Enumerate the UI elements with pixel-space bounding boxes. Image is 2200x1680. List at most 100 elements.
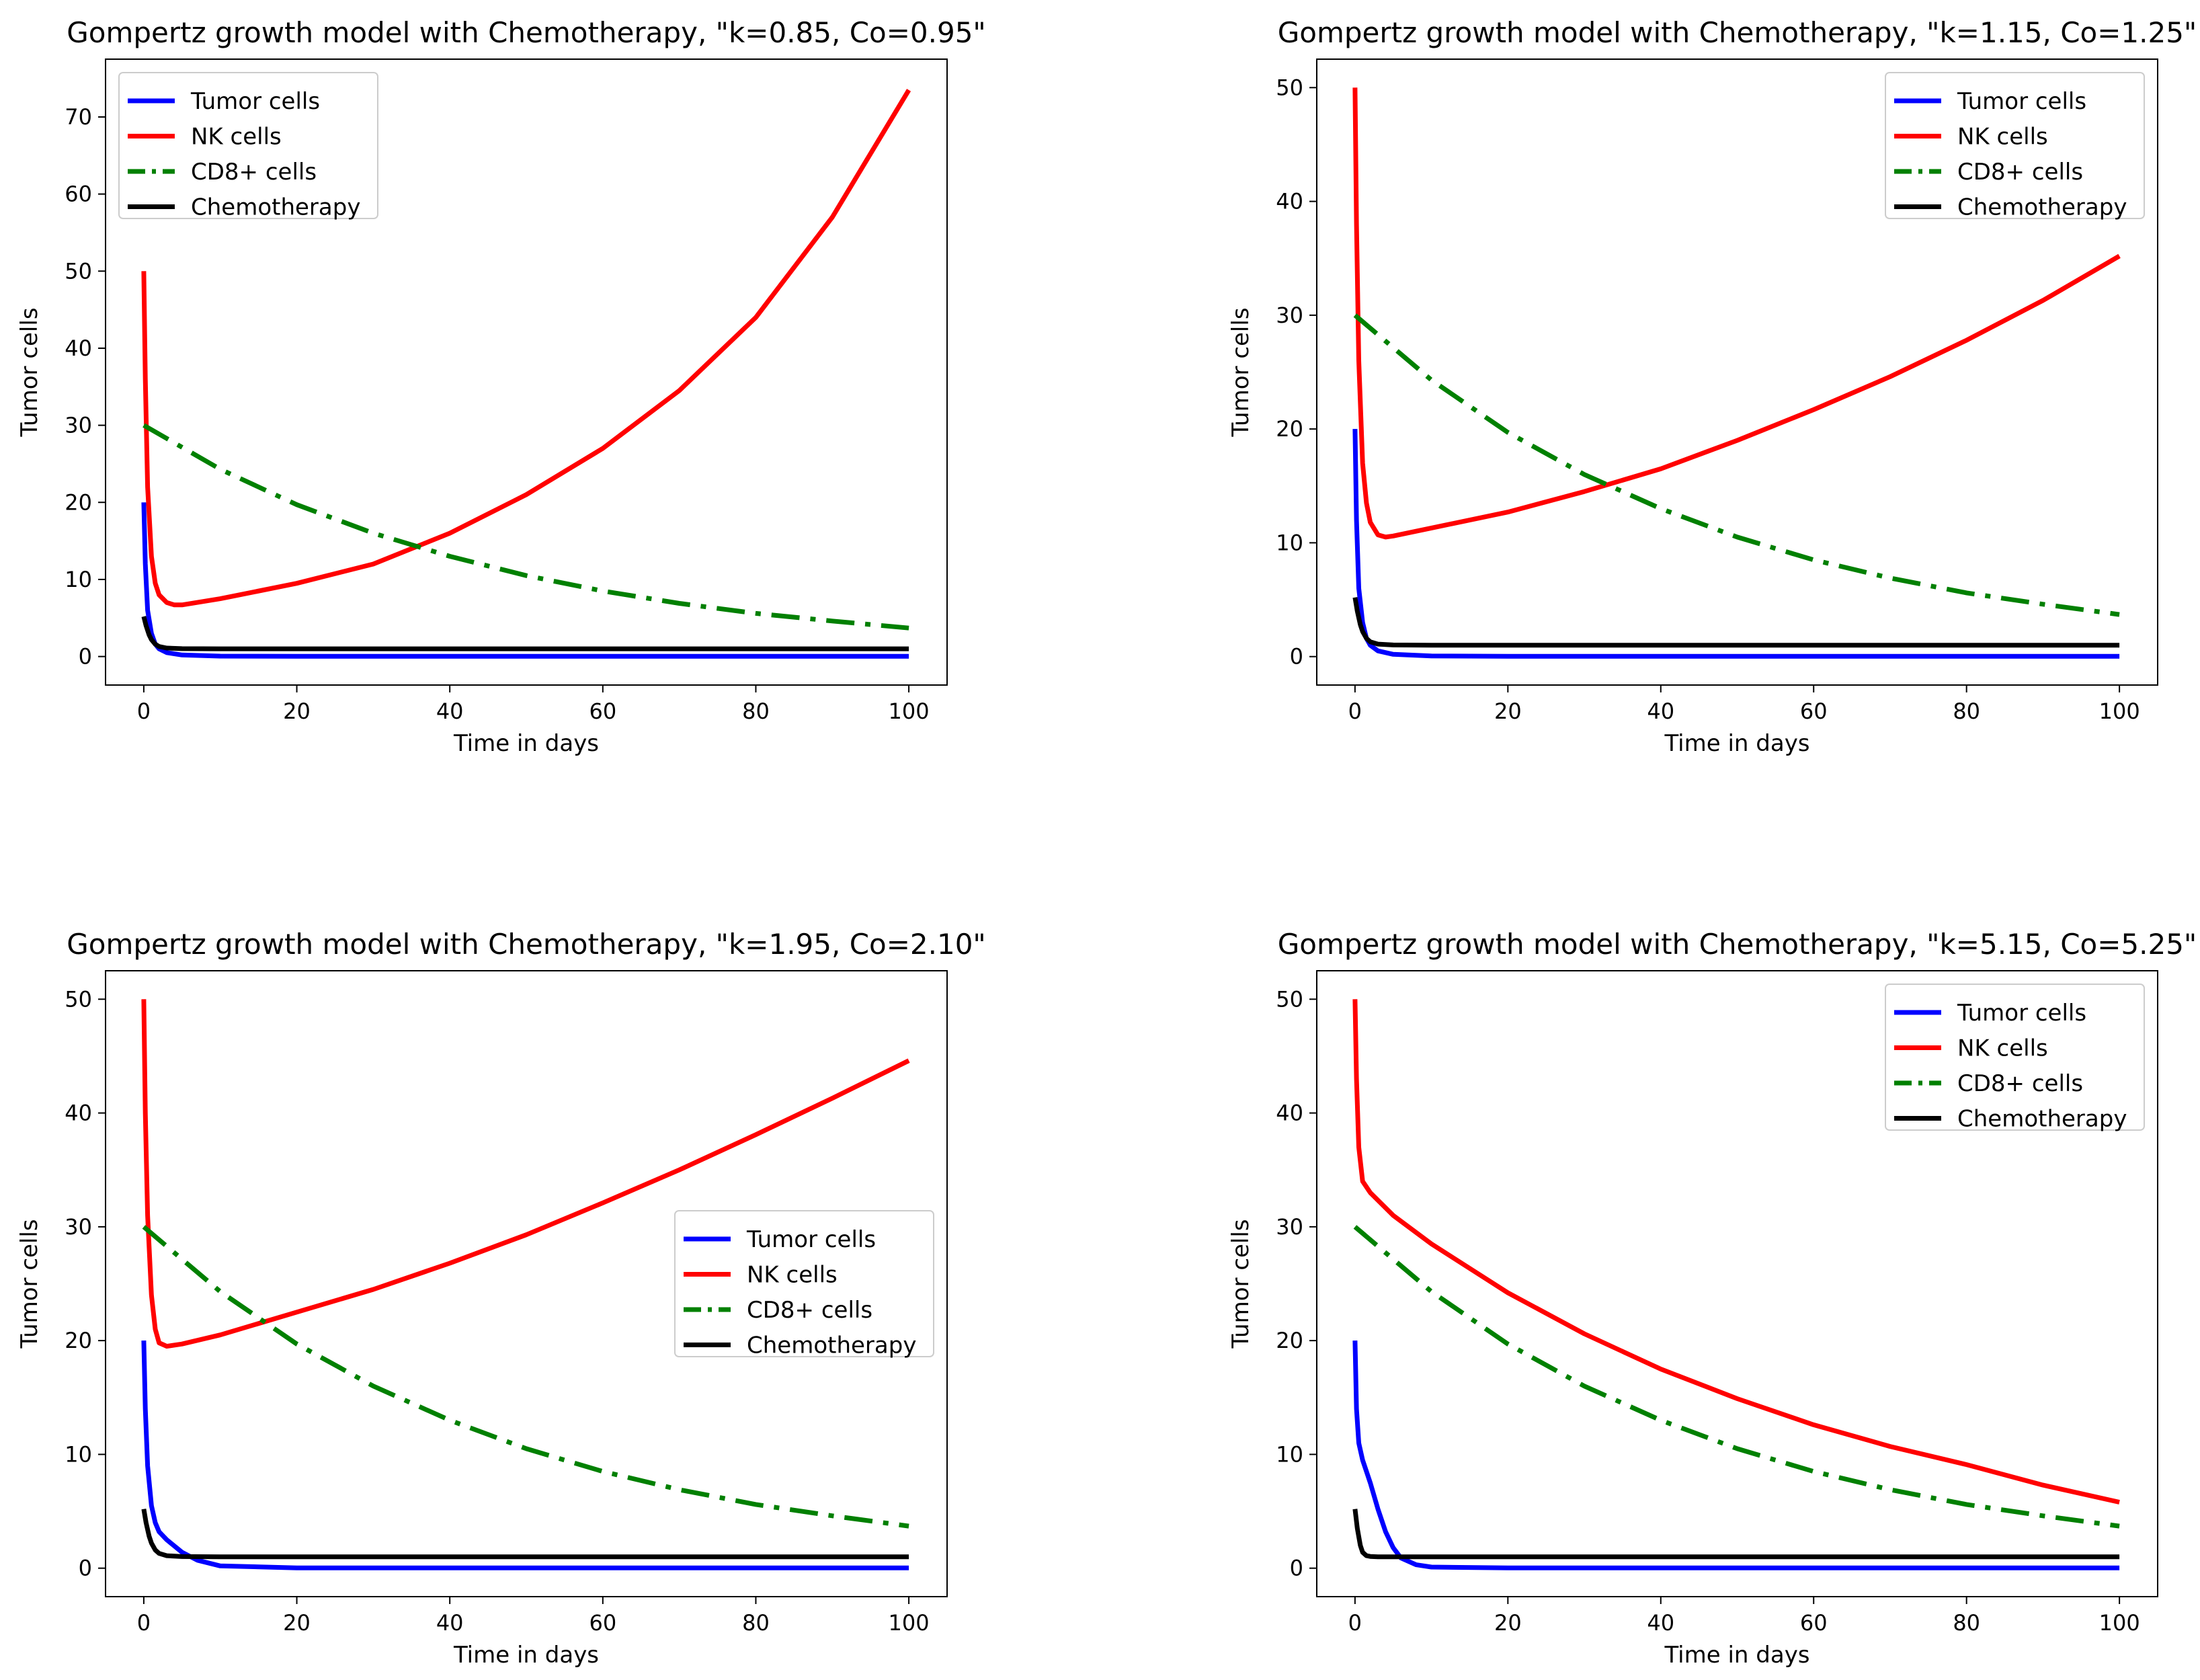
y-axis-label: Tumor cells: [1227, 307, 1254, 437]
series-cd8plus-cells-line: [142, 423, 909, 631]
y-tick-label: 0: [1290, 644, 1303, 670]
x-axis-label: Time in days: [1664, 730, 1809, 757]
x-tick-label: 60: [589, 1610, 616, 1636]
y-tick-label: 20: [65, 489, 92, 515]
y-tick-label: 20: [1276, 1328, 1303, 1353]
series-cd8plus-cells-line: [1353, 313, 2120, 617]
legend-label-nk-cells: NK cells: [747, 1262, 838, 1289]
y-tick-label: 60: [65, 182, 92, 207]
x-tick-label: 60: [1800, 1610, 1828, 1636]
chart-title: Gompertz growth model with Chemotherapy,…: [67, 928, 986, 961]
legend-label-tumor-cells: Tumor cells: [746, 1226, 876, 1253]
y-tick-label: 10: [1276, 530, 1303, 555]
legend-label-chemotherapy: Chemotherapy: [1957, 1106, 2127, 1133]
legend-label-chemotherapy: Chemotherapy: [1957, 194, 2127, 221]
x-tick-label: 0: [1348, 1610, 1362, 1636]
series-nk-cells-line: [141, 999, 910, 1349]
y-tick-label: 40: [1276, 189, 1303, 214]
axes-frame: [1316, 58, 2158, 686]
x-tick-label: 20: [283, 698, 311, 724]
x-tick-label: 40: [1647, 1610, 1674, 1636]
series-chemotherapy-line: [1352, 1509, 2120, 1560]
series-cd8plus-cells-line: [142, 1225, 909, 1529]
legend: Tumor cells NK cells CD8+ cells Chemotherap…: [118, 72, 378, 221]
y-tick-label: 10: [65, 567, 92, 592]
series-tumor-cells-line: [1352, 429, 2120, 659]
legend-box: [118, 72, 378, 219]
x-tick-label: 100: [2099, 698, 2140, 724]
y-tick-label: 40: [1276, 1101, 1303, 1126]
legend-label-nk-cells: NK cells: [1957, 1035, 2048, 1062]
x-tick-label: 0: [137, 1610, 151, 1636]
x-tick-label: 80: [1953, 1610, 1980, 1636]
x-tick-label: 20: [283, 1610, 311, 1636]
legend-label-cd8plus-cells: CD8+ cells: [747, 1297, 872, 1324]
y-tick-label: 40: [65, 1101, 92, 1126]
y-tick-label: 30: [1276, 1214, 1303, 1240]
y-tick-label: 30: [65, 413, 92, 438]
legend-label-cd8plus-cells: CD8+ cells: [1957, 1070, 2083, 1097]
y-tick-label: 20: [1276, 416, 1303, 442]
legend-label-cd8plus-cells: CD8+ cells: [1957, 159, 2083, 186]
legend-box: [1885, 72, 2145, 219]
x-axis-label: Time in days: [453, 730, 599, 757]
axes-frame: [105, 970, 948, 1597]
legend-label-nk-cells: NK cells: [191, 124, 282, 151]
y-tick-label: 50: [1276, 75, 1303, 100]
legend-label-nk-cells: NK cells: [1957, 124, 2048, 151]
axes-frame: [1316, 970, 2158, 1597]
x-tick-label: 60: [1800, 698, 1828, 724]
x-tick-label: 20: [1494, 1610, 1522, 1636]
x-tick-label: 80: [742, 698, 770, 724]
x-tick-label: 80: [1953, 698, 1980, 724]
y-tick-label: 0: [79, 644, 92, 670]
series-chemotherapy-line: [141, 616, 909, 651]
subplot-4: Gompertz growth model with Chemotherapy,…: [1227, 928, 2197, 1669]
x-tick-label: 40: [436, 698, 464, 724]
subplot-3: Gompertz growth model with Chemotherapy,…: [16, 928, 986, 1669]
legend-label-tumor-cells: Tumor cells: [1957, 88, 2086, 115]
y-tick-label: 10: [65, 1441, 92, 1467]
y-tick-label: 50: [1276, 986, 1303, 1012]
y-tick-label: 30: [65, 1214, 92, 1240]
x-tick-label: 0: [1348, 698, 1362, 724]
x-tick-label: 100: [2099, 1610, 2140, 1636]
series-chemotherapy-line: [141, 1509, 909, 1560]
x-tick-label: 20: [1494, 698, 1522, 724]
legend-label-chemotherapy: Chemotherapy: [191, 194, 360, 221]
series-tumor-cells-line: [141, 1341, 909, 1570]
y-tick-label: 50: [65, 258, 92, 284]
y-tick-label: 40: [65, 335, 92, 361]
chart-title: Gompertz growth model with Chemotherapy,…: [1278, 928, 2197, 961]
legend-box: [1885, 984, 2145, 1131]
subplot-2: Gompertz growth model with Chemotherapy,…: [1227, 16, 2197, 757]
y-tick-label: 0: [79, 1556, 92, 1581]
legend: Tumor cells NK cells CD8+ cells Chemotherap…: [1885, 984, 2145, 1133]
series-nk-cells-line: [1352, 87, 2121, 540]
x-tick-label: 0: [137, 698, 151, 724]
series-nk-cells-line: [1352, 999, 2120, 1505]
axes-frame: [105, 58, 948, 686]
series-tumor-cells-line: [141, 502, 909, 659]
y-axis-label: Tumor cells: [16, 1219, 43, 1349]
y-tick-label: 70: [65, 104, 92, 130]
y-axis-label: Tumor cells: [16, 307, 43, 437]
legend: Tumor cells NK cells CD8+ cells Chemotherap…: [674, 1210, 934, 1359]
x-axis-label: Time in days: [453, 1642, 599, 1669]
y-axis-label: Tumor cells: [1227, 1219, 1254, 1349]
chart-title: Gompertz growth model with Chemotherapy,…: [1278, 16, 2197, 49]
legend-box: [674, 1210, 934, 1357]
x-tick-label: 100: [889, 1610, 930, 1636]
y-tick-label: 0: [1290, 1556, 1303, 1581]
series-chemotherapy-line: [1352, 597, 2120, 648]
subplot-1: Gompertz growth model with Chemotherapy,…: [16, 16, 986, 757]
chart-title: Gompertz growth model with Chemotherapy,…: [67, 16, 986, 49]
legend-label-tumor-cells: Tumor cells: [190, 88, 320, 115]
legend: Tumor cells NK cells CD8+ cells Chemotherap…: [1885, 72, 2145, 221]
series-tumor-cells-line: [1352, 1341, 2120, 1570]
y-tick-label: 20: [65, 1328, 92, 1353]
y-tick-label: 30: [1276, 303, 1303, 328]
x-tick-label: 40: [1647, 698, 1674, 724]
x-axis-label: Time in days: [1664, 1642, 1809, 1669]
